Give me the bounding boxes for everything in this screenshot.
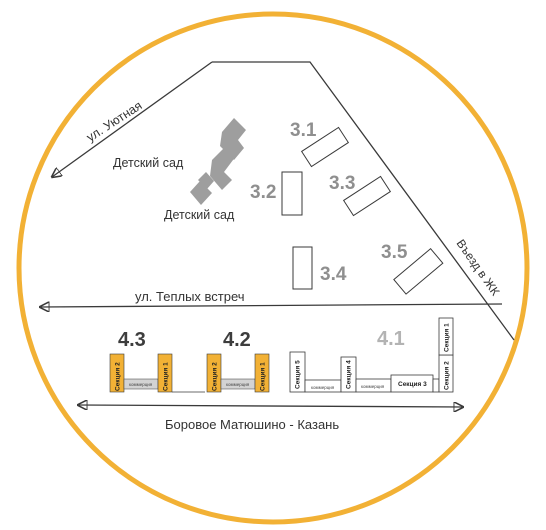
section-label-4-1-4: Секция 4 bbox=[346, 360, 353, 389]
street-label-highway: Боровое Матюшино - Казань bbox=[165, 417, 339, 432]
kindergarten-upper-building bbox=[210, 118, 246, 190]
road-uyutnaya bbox=[212, 61, 515, 341]
building-label-3-2: 3.2 bbox=[250, 182, 276, 203]
section-4-1-5 bbox=[289, 351, 306, 393]
building-3-1 bbox=[300, 126, 350, 168]
section-4-1-4 bbox=[340, 356, 357, 393]
building-label-3-1: 3.1 bbox=[290, 120, 317, 141]
road-teplykh-vstrech bbox=[40, 304, 503, 307]
building-3-5 bbox=[393, 247, 444, 295]
map-boundary-circle bbox=[16, 11, 530, 525]
kindergarten-lower-building bbox=[190, 172, 214, 205]
building-label-3-4: 3.4 bbox=[320, 264, 347, 285]
building-3-4 bbox=[292, 246, 313, 290]
building-3-3 bbox=[342, 175, 392, 217]
building-label-3-5: 3.5 bbox=[381, 242, 408, 263]
building-4-3: Секция 2 коммерция Секция 1 bbox=[109, 353, 173, 393]
building-4-1 bbox=[289, 317, 454, 393]
building-4-2: Секция 2 коммерция Секция 1 bbox=[172, 353, 270, 393]
section-label-4-2-1: Секция 1 bbox=[260, 362, 267, 391]
kindergarten-upper-label: Детский сад bbox=[113, 156, 184, 170]
commerce-label-4-1-a: коммерция bbox=[311, 385, 335, 390]
section-4-3-1 bbox=[157, 353, 173, 393]
building-3-2 bbox=[281, 171, 303, 216]
section-label-4-1-1: Секция 1 bbox=[444, 323, 451, 352]
building-label-4-3: 4.3 bbox=[118, 329, 146, 351]
commerce-label-4-3: коммерция bbox=[129, 382, 153, 387]
street-label-teplykh-vstrech: ул. Теплых встреч bbox=[135, 289, 245, 304]
kindergarten-lower-label: Детский сад bbox=[164, 208, 235, 222]
section-4-2-2 bbox=[206, 353, 222, 393]
road-uyutnaya-arrow bbox=[52, 61, 213, 177]
building-label-3-3: 3.3 bbox=[329, 173, 355, 194]
section-label-4-1-2: Секция 2 bbox=[444, 361, 451, 390]
street-label-uyutnaya: ул. Уютная bbox=[84, 98, 145, 144]
commerce-4-1-c bbox=[432, 378, 440, 393]
section-label-4-3-1: Секция 1 bbox=[163, 362, 170, 391]
section-label-4-3-2: Секция 2 bbox=[115, 362, 122, 391]
section-4-2-1 bbox=[254, 353, 270, 393]
building-label-4-1: 4.1 bbox=[377, 328, 405, 350]
section-label-4-1-5: Секция 5 bbox=[295, 360, 302, 389]
building-label-4-2: 4.2 bbox=[223, 329, 251, 351]
section-label-4-1-3: Секция 3 bbox=[398, 381, 427, 388]
commerce-label-4-2: коммерция bbox=[226, 382, 250, 387]
section-4-3-2 bbox=[109, 353, 125, 393]
section-4-1-1 bbox=[438, 317, 454, 356]
road-highway bbox=[78, 405, 463, 407]
section-label-4-2-2: Секция 2 bbox=[212, 362, 219, 391]
commerce-label-4-1-b: коммерция bbox=[361, 384, 385, 389]
